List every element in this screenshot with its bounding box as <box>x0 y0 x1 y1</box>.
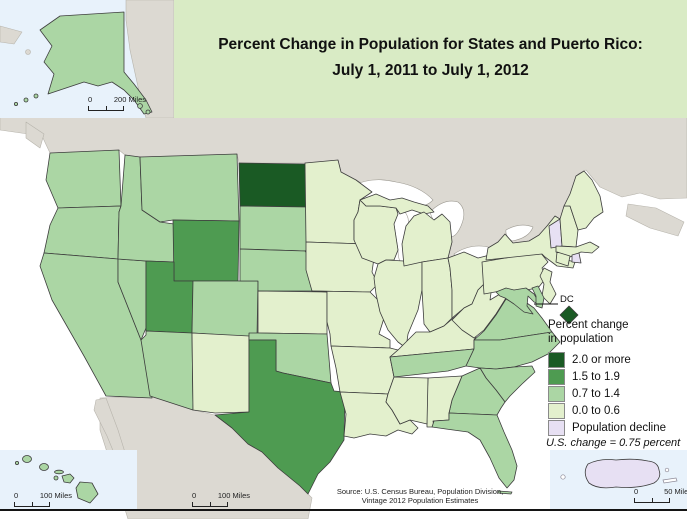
legend-item: Population decline <box>548 419 686 436</box>
scale-distance: 100 Miles <box>39 491 72 500</box>
state-ks <box>257 290 328 335</box>
legend-item: 0.0 to 0.6 <box>548 402 686 419</box>
legend-swatch-lavender <box>548 419 565 436</box>
legend-label: 0.0 to 0.6 <box>572 404 620 417</box>
island-molokai <box>54 469 64 475</box>
title-box: Percent Change in Population for States … <box>174 0 687 118</box>
bottom-rule <box>0 509 687 511</box>
state-tn <box>389 348 475 378</box>
mona-island <box>560 474 566 480</box>
alaska-inset-map <box>0 0 174 118</box>
state-in <box>421 257 453 333</box>
state-mt <box>139 153 240 223</box>
scale-distance: 200 Miles <box>113 95 146 104</box>
state-ri <box>571 252 582 264</box>
state-ms <box>385 376 429 425</box>
legend-item: 2.0 or more <box>548 351 686 368</box>
source-note: Source: U.S. Census Bureau, Population D… <box>320 487 520 506</box>
us-change-note: U.S. change = 0.75 percent <box>546 437 681 449</box>
state-nd <box>238 162 307 208</box>
scale-bar-line <box>634 497 670 503</box>
legend-label: 2.0 or more <box>572 353 631 366</box>
state-fl-keys <box>497 490 513 495</box>
dc-diamond-marker <box>559 305 579 325</box>
legend: Percent change in population 2.0 or more… <box>548 318 686 436</box>
state-wv <box>451 281 507 339</box>
scale-bar-line <box>192 501 228 507</box>
legend-item: 0.7 to 1.4 <box>548 385 686 402</box>
island-maui <box>61 473 75 484</box>
state-ct <box>555 251 571 267</box>
nova-scotia-landmass <box>625 203 685 237</box>
vancouver-island <box>25 121 45 149</box>
hawaii-scale-bar: 0 100 Miles <box>14 491 72 507</box>
island-lanai <box>53 475 59 481</box>
state-ar <box>330 345 399 395</box>
legend-label: 0.7 to 1.4 <box>572 387 620 400</box>
hawaii-inset-map <box>14 455 99 504</box>
state-md <box>495 287 541 315</box>
state-wy <box>172 219 240 282</box>
scale-bar-line <box>14 501 50 507</box>
state-wa <box>45 149 122 209</box>
island-hawaii <box>75 481 99 504</box>
russia-landmass <box>0 25 23 45</box>
legend-swatch-light-green <box>548 385 565 402</box>
hawaii-inset: 0 100 Miles <box>0 450 137 510</box>
legend-swatch-pale-green <box>548 402 565 419</box>
main-map-scale-bar: 0 100 Miles <box>192 491 250 507</box>
russia-island <box>25 49 31 55</box>
island-oahu <box>39 463 49 471</box>
state-me <box>563 170 604 231</box>
panhandle-island-2 <box>145 109 151 115</box>
legend-swatch-medium-green <box>548 368 565 385</box>
alaska-scale-bar: 0 200 Miles <box>88 95 146 111</box>
aleutian-island-1 <box>33 93 39 99</box>
state-pa <box>481 251 549 295</box>
state-de <box>531 285 545 309</box>
island-kauai <box>22 455 32 463</box>
map-title-line1: Percent Change in Population for States … <box>218 36 643 53</box>
state-mi-upper <box>359 193 435 215</box>
scale-zero: 0 <box>14 491 19 500</box>
alaska-inset: 0 200 Miles <box>0 0 174 118</box>
scale-zero: 0 <box>88 95 93 104</box>
scale-zero: 0 <box>192 491 197 500</box>
aleutian-island-2 <box>23 97 29 103</box>
state-wi <box>353 199 399 265</box>
legend-item: 1.5 to 1.9 <box>548 368 686 385</box>
legend-label: 1.5 to 1.9 <box>572 370 620 383</box>
panhandle-island-1 <box>137 103 143 109</box>
map-title-line2: July 1, 2011 to July 1, 2012 <box>332 62 529 79</box>
legend-swatch-darkest-green <box>548 351 565 368</box>
state-nm <box>191 332 250 414</box>
aleutian-island-3 <box>13 102 18 107</box>
puerto-rico-scale-bar: 0 50 Miles <box>634 487 687 503</box>
state-sd <box>239 205 308 252</box>
scale-bar-line <box>88 105 124 111</box>
dc-callout-label: DC <box>560 294 574 305</box>
puerto-rico-inset-map <box>560 458 678 489</box>
scale-distance: 100 Miles <box>217 491 250 500</box>
puerto-rico-inset: 0 50 Miles <box>550 450 687 510</box>
state-fl <box>431 412 518 489</box>
state-tx <box>214 339 346 495</box>
vieques-island <box>662 477 678 484</box>
source-line2: Vintage 2012 Population Estimates <box>361 496 479 506</box>
legend-heading-line1: Percent change <box>548 319 629 331</box>
state-or <box>43 205 122 260</box>
scale-distance: 50 Miles <box>664 487 687 496</box>
state-mi-lower <box>401 211 453 267</box>
state-co <box>191 280 259 338</box>
legend-label: Population decline <box>572 421 666 434</box>
scale-zero: 0 <box>634 487 639 496</box>
state-ak <box>39 11 153 115</box>
culebra-island <box>664 467 670 473</box>
legend-heading-line2: in population <box>548 333 614 346</box>
island-niihau <box>14 460 19 465</box>
puerto-rico-island <box>584 458 661 489</box>
source-line1: Source: U.S. Census Bureau, Population D… <box>336 487 504 496</box>
